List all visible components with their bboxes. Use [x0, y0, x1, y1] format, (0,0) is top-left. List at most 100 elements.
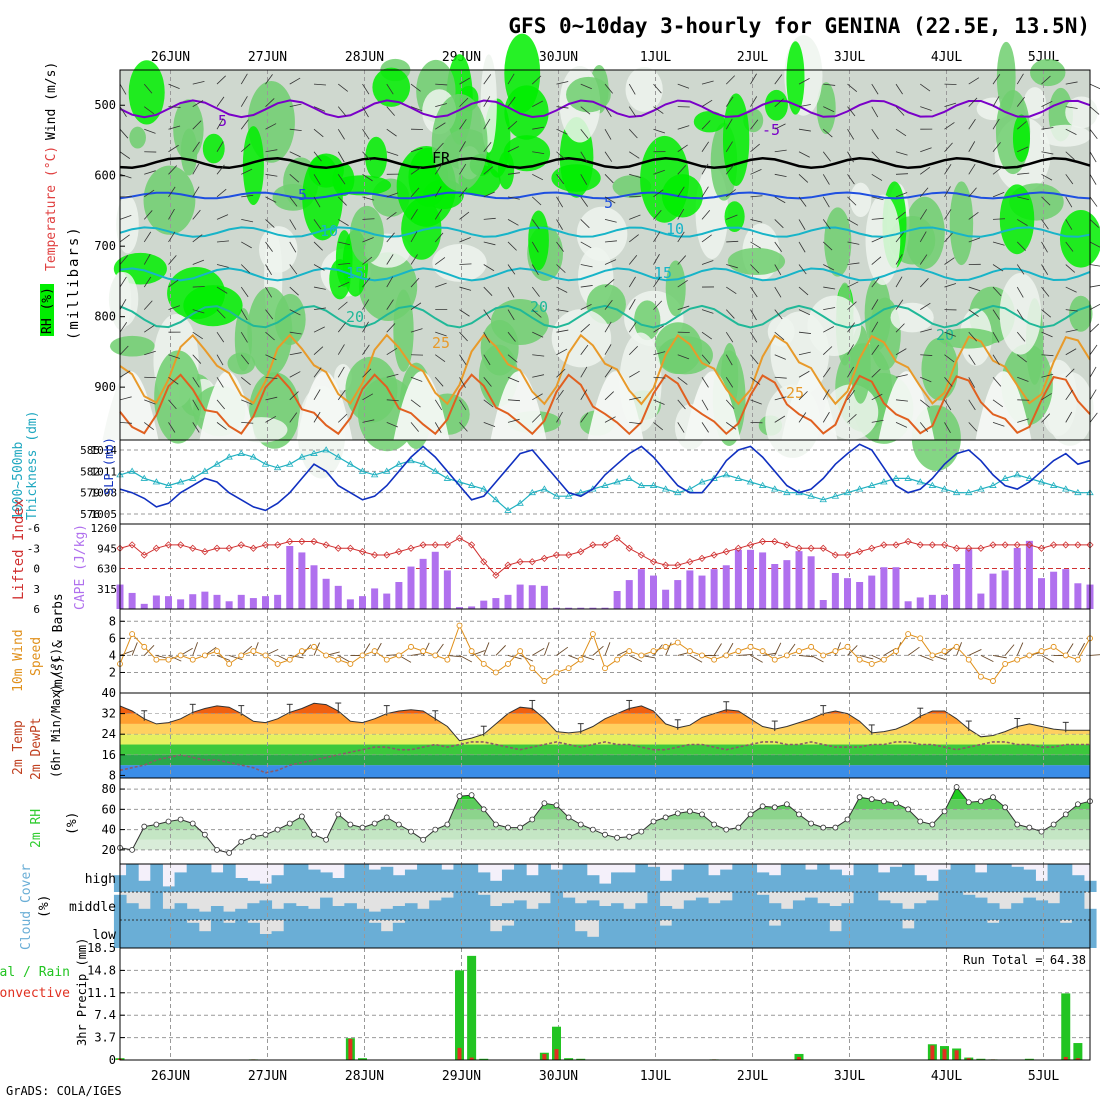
cloud-bar	[126, 920, 139, 948]
lifted-index-point	[759, 537, 767, 546]
wind-barb	[337, 366, 345, 378]
wind-barb	[313, 83, 326, 86]
cloud-bar	[550, 920, 564, 948]
wind-barb	[410, 106, 423, 112]
precip-total-bar	[1073, 1043, 1083, 1060]
rh-point	[323, 836, 330, 843]
humidity-patch	[850, 182, 872, 218]
cape-bar	[759, 552, 767, 609]
wind-speed-point	[408, 643, 414, 650]
wind-barb	[604, 240, 617, 243]
cloud-bar	[780, 864, 794, 892]
thickness-point	[746, 478, 755, 485]
wind-barb	[944, 331, 956, 337]
wind-speed-point	[783, 652, 790, 659]
wind-barb	[168, 422, 176, 433]
wind-barb	[119, 151, 131, 159]
cape-bar	[456, 607, 463, 609]
lifted-index-point	[904, 537, 912, 546]
lifted-index-point	[928, 541, 936, 549]
cloud-bar	[174, 920, 188, 948]
cape-bar	[237, 594, 245, 609]
wind-barb	[895, 151, 908, 156]
wind-speed-point	[177, 652, 184, 659]
wind-barb	[968, 211, 979, 220]
cloud-bar	[501, 869, 515, 892]
wind-barb	[556, 151, 566, 160]
wind-barb	[798, 412, 807, 423]
wind-barb	[992, 192, 1005, 198]
wind-barb	[823, 264, 835, 271]
wind-barb	[629, 654, 642, 663]
temperature-band	[120, 765, 1090, 778]
wind-barb	[1089, 83, 1100, 90]
cape-bar	[844, 578, 851, 609]
rh-point	[638, 828, 645, 835]
thickness-point	[686, 485, 694, 492]
rh-point	[747, 811, 754, 818]
rh-point	[686, 808, 693, 815]
wind-barb	[483, 241, 496, 246]
temperature-band	[120, 754, 1090, 766]
rh-point	[1050, 821, 1057, 828]
wind-barb	[653, 169, 665, 175]
wind-barb	[847, 366, 854, 378]
cloud-bar	[174, 903, 188, 920]
wind-barb	[459, 286, 472, 291]
cape-bar	[710, 569, 718, 609]
wind-barb	[386, 422, 398, 428]
wind-barb	[629, 195, 642, 198]
rh-point	[856, 794, 863, 801]
wind-barb	[701, 141, 710, 152]
y-tick-label: 0	[109, 1053, 116, 1067]
cloud-bar	[574, 903, 588, 920]
wind-barb	[1004, 644, 1015, 656]
wind-barb	[507, 241, 517, 251]
wind-barb	[265, 264, 272, 276]
cloud-bar	[514, 900, 527, 920]
lifted-index-point	[1062, 541, 1070, 549]
lifted-index-point	[286, 537, 294, 546]
wind-barb	[1041, 100, 1053, 108]
rh-point	[347, 821, 354, 828]
wind-barb	[944, 164, 952, 175]
wind-speed-point	[189, 656, 196, 663]
rh-point	[311, 831, 317, 838]
wind-barb	[507, 354, 518, 363]
humidity-patch	[143, 165, 196, 235]
wind-barb	[629, 370, 640, 378]
cloud-bar	[950, 920, 964, 948]
cloud-bar	[817, 864, 830, 892]
cloud-bar	[1023, 920, 1036, 948]
wind-barb	[628, 276, 636, 288]
cloud-bar	[853, 920, 867, 948]
cloud-bar	[1023, 897, 1036, 920]
wind-barb	[1041, 393, 1052, 401]
wind-barb	[386, 299, 394, 310]
wind-barb	[1065, 151, 1075, 161]
humidity-patch	[1039, 124, 1091, 147]
wind-barb	[1065, 81, 1078, 85]
temperature-band	[120, 744, 1090, 755]
cloud-label-2: (%)	[37, 895, 52, 918]
temp2m-label-1: 2m Temp	[11, 720, 26, 775]
humidity-patch	[807, 295, 862, 356]
y-tick-label: 60	[102, 802, 116, 816]
wind-barb	[677, 399, 686, 410]
wind-barb	[992, 286, 1002, 297]
wind-barb	[847, 151, 854, 163]
thickness-point	[1062, 485, 1070, 492]
wind-speed-point	[747, 643, 754, 650]
wind-barb	[119, 370, 131, 378]
cloud-bar	[320, 872, 333, 892]
lifted-tick-label: 3	[33, 583, 40, 596]
wind-barb	[847, 219, 859, 226]
wind-barb	[653, 325, 664, 333]
rh-point	[614, 834, 621, 841]
wind-barb	[289, 654, 304, 659]
wind-speed-point	[759, 648, 766, 655]
lifted-index-point	[1074, 541, 1082, 549]
wind-barb	[1089, 366, 1097, 378]
thickness-point	[504, 506, 512, 513]
wind-barb	[556, 309, 569, 312]
